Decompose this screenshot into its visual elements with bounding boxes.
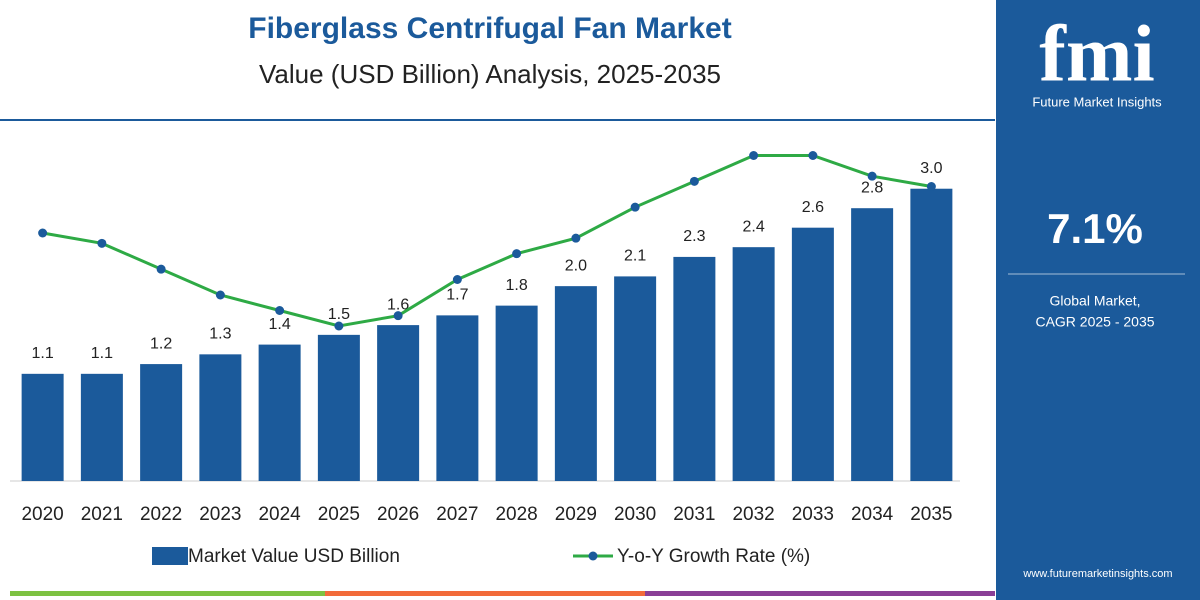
bar [80,373,123,481]
brand: Future Market Insights [1032,94,1162,109]
x-tick-label: 2020 [21,504,63,525]
x-tick-label: 2024 [258,504,301,525]
x-tick-label: 2035 [910,504,952,525]
bar [140,364,183,481]
data-label: 2.6 [802,199,824,216]
line-marker [512,249,522,259]
cagr-caption: CAGR 2025 - 2035 [1035,314,1154,330]
data-label: 1.6 [387,296,409,313]
data-label: 2.4 [743,218,765,235]
line-marker [926,182,936,191]
bar [317,334,360,481]
bar [791,227,834,481]
line-marker [393,311,403,321]
x-tick-label: 2033 [792,504,834,525]
data-label: 2.8 [861,179,883,196]
data-label: 1.3 [209,326,231,343]
data-label: 1.4 [269,316,291,333]
line [42,154,932,328]
line-marker [215,290,225,300]
bar [21,373,64,481]
line-marker [689,176,699,186]
x-tick-label: 2021 [81,504,123,525]
footer-stripe [645,591,995,596]
line-marker [334,321,344,331]
data-label: 2.0 [565,257,587,274]
cagr-value: 7.1% [1047,205,1143,252]
website: www.futuremarketinsights.com [1022,568,1172,580]
bar [258,344,301,481]
line-marker [749,151,759,160]
bar [732,247,775,481]
x-tick-label: 2029 [555,504,597,525]
panel-background [996,0,1200,600]
bar [436,315,479,481]
line-marker [97,238,107,248]
logo: fmi [1039,10,1155,98]
x-tick-label: 2031 [673,504,715,525]
bar [910,188,953,481]
chart-title: Fiberglass Centrifugal Fan Market [248,12,731,45]
data-label: 1.1 [32,345,54,362]
bar [851,208,894,481]
x-tick-label: 2026 [377,504,419,525]
bar [495,305,538,481]
data-label: 1.8 [506,277,528,294]
x-tick-label: 2025 [318,504,360,525]
line-marker [156,264,166,274]
chart-subtitle: Value (USD Billion) Analysis, 2025-2035 [259,59,721,89]
bar [614,276,657,481]
line-marker [867,171,877,181]
data-label: 1.2 [150,335,172,352]
bar [377,325,420,481]
line-marker [38,228,48,238]
bar [199,354,242,481]
legend-label: Market Value USD Billion [188,546,400,567]
line-marker [571,233,581,243]
line-marker [808,151,818,160]
legend-swatch [588,551,598,561]
line-marker [275,306,285,315]
x-tick-label: 2027 [436,504,478,525]
legend-label: Y-o-Y Growth Rate (%) [617,546,810,567]
footer-stripe [10,591,325,596]
data-label: 2.1 [624,248,646,265]
bar [673,256,716,481]
x-tick-label: 2022 [140,504,182,525]
data-label: 1.1 [91,345,113,362]
x-tick-label: 2030 [614,504,656,525]
side-panel: fmi Future Market Insights 7.1% Global M… [996,0,1200,600]
line-marker [452,275,462,284]
data-label: 1.7 [446,287,468,304]
legend-swatch [152,547,188,565]
x-tick-label: 2032 [732,504,774,525]
line-marker [630,202,640,212]
bar [554,286,597,481]
data-label: 2.3 [683,228,705,245]
data-label: 3.0 [920,160,942,177]
cagr-caption: Global Market, [1049,293,1140,309]
data-label: 1.5 [328,306,350,323]
x-tick-label: 2028 [495,504,537,525]
footer-stripe [325,591,645,596]
x-tick-label: 2034 [851,504,894,525]
x-tick-label: 2023 [199,504,241,525]
